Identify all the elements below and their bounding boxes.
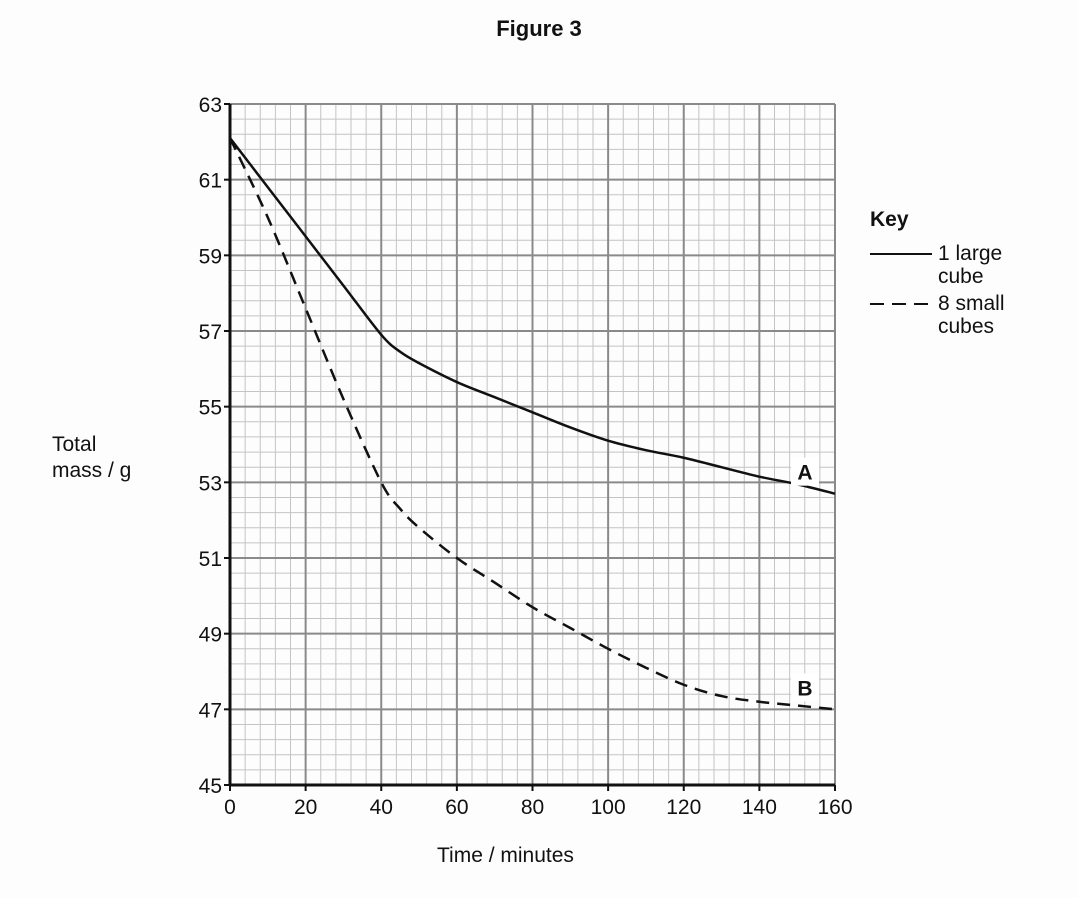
- svg-text:20: 20: [294, 796, 317, 819]
- legend-title: Key: [870, 208, 909, 231]
- dashed-line-icon: [870, 292, 934, 315]
- svg-text:51: 51: [199, 548, 222, 571]
- legend-entry-small-cubes: 8 small cubes: [870, 292, 1028, 338]
- svg-text:59: 59: [199, 245, 222, 268]
- figure-title: Figure 3: [496, 16, 582, 41]
- curve-labels: AB: [791, 457, 819, 702]
- solid-line-icon: [870, 242, 934, 265]
- legend: Key 1 large cube 8 small cubes: [870, 208, 1028, 340]
- svg-text:47: 47: [199, 699, 222, 722]
- curve-label-A: A: [797, 462, 812, 485]
- y-axis-label-line1: Total: [52, 433, 97, 456]
- y-axis-label: Total mass / g: [52, 432, 131, 484]
- svg-text:100: 100: [591, 796, 626, 819]
- svg-text:57: 57: [199, 321, 222, 344]
- svg-text:140: 140: [742, 796, 777, 819]
- svg-text:160: 160: [817, 796, 852, 819]
- svg-text:53: 53: [199, 472, 222, 495]
- svg-text:45: 45: [199, 775, 222, 798]
- curve-label-B: B: [797, 677, 812, 700]
- major-grid: [229, 103, 836, 786]
- legend-label: 8 small: [938, 292, 1005, 315]
- svg-text:40: 40: [370, 796, 393, 819]
- svg-text:63: 63: [199, 94, 222, 117]
- legend-label: cubes: [938, 315, 995, 338]
- axes: [224, 103, 836, 791]
- legend-entry-large-cube: 1 large cube: [870, 242, 1028, 288]
- legend-label: 1 large: [938, 242, 1003, 265]
- svg-text:61: 61: [199, 170, 222, 193]
- tick-labels: 0 20 40 60 80 100 120 140 160 45 47 49 51 53 55 57 59 61 6…: [199, 94, 853, 819]
- series-line-small-cubes: [228, 137, 836, 711]
- svg-text:120: 120: [666, 796, 701, 819]
- x-axis-label: Time / minutes: [437, 844, 574, 867]
- svg-text:80: 80: [521, 796, 544, 819]
- svg-text:60: 60: [445, 796, 468, 819]
- data-series: [228, 137, 836, 711]
- series-line-large-cube: [229, 137, 836, 495]
- svg-text:0: 0: [224, 796, 236, 819]
- y-axis-label-line2: mass / g: [52, 459, 132, 482]
- svg-text:55: 55: [199, 397, 222, 420]
- svg-text:49: 49: [199, 624, 222, 647]
- legend-label: cube: [938, 265, 984, 288]
